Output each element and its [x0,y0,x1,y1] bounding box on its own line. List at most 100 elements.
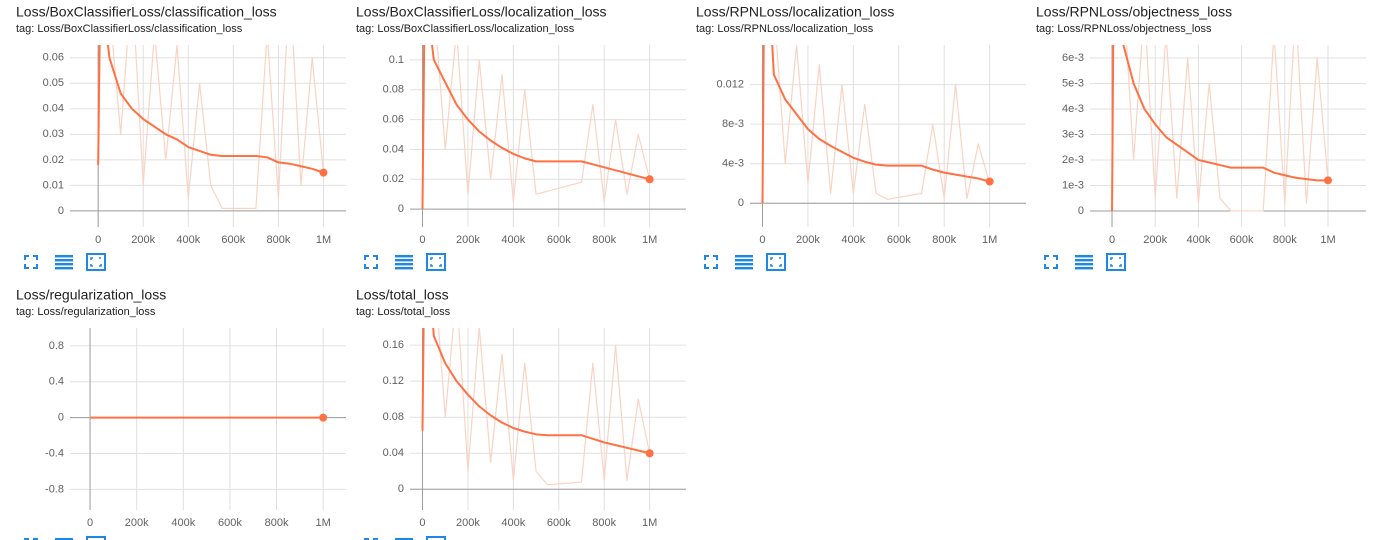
plot-area [421,45,651,210]
x-tick-label: 200k [456,234,480,246]
y-tick-label: 0 [738,197,744,209]
data-table-button[interactable] [55,255,73,270]
chart-tag: tag: Loss/RPNLoss/objectness_loss [1036,23,1212,35]
x-tick-label: 400k [176,234,200,246]
y-tick-label: 0.8 [49,340,64,352]
fit-domain-icon [766,253,786,271]
y-tick-label: -0.4 [45,447,64,459]
y-tick-label: 0.02 [43,154,64,166]
y-tick-label: 0 [398,483,404,495]
x-tick-label: 400k [501,517,525,529]
y-tick-label: 2e-3 [1062,154,1084,166]
x-tick-label: 400k [1186,234,1210,246]
fullscreen-button[interactable] [24,255,38,269]
y-tick-label: 0.04 [383,143,404,155]
x-tick-label: 0 [87,517,93,529]
data-table-icon [55,538,73,540]
y-tick-label: 3e-3 [1062,128,1084,140]
y-tick-label: 0.012 [716,78,744,90]
data-table-icon [395,263,413,266]
x-tick-label: 600k [887,234,911,246]
chart-title: Loss/total_loss [356,287,449,303]
x-tick-label: 800k [592,517,616,529]
fullscreen-button[interactable] [704,255,718,269]
data-table-button[interactable] [395,538,413,540]
series-line [421,328,651,486]
x-tick-label: 600k [218,517,242,529]
y-tick-label: 0.02 [383,173,404,185]
fit-domain-button[interactable] [86,253,106,271]
last-point [319,168,328,177]
data-table-button[interactable] [735,255,753,270]
y-tick-label: 0 [398,203,404,215]
data-table-icon [735,267,753,270]
data-table-icon [1075,255,1093,258]
series-line [421,328,650,455]
chart-panel: Loss/BoxClassifierLoss/classification_lo… [16,4,346,271]
fit-domain-icon [1110,257,1122,267]
fit-domain-icon [1106,253,1126,271]
x-tick-label: 800k [265,517,289,529]
data-table-button[interactable] [1075,255,1093,270]
series-line [97,45,325,209]
x-tick-label: 600k [547,517,571,529]
y-tick-label: -0.8 [45,483,64,495]
last-point [319,413,328,422]
fit-domain-button[interactable] [1106,253,1126,271]
y-tick-label: 4e-3 [1062,103,1084,115]
fullscreen-icon [704,255,718,269]
chart-tag: tag: Loss/RPNLoss/localization_loss [696,23,874,35]
y-tick-label: 8e-3 [722,118,744,130]
last-point [645,175,654,184]
x-tick-label: 200k [131,234,155,246]
data-table-button[interactable] [55,538,73,540]
fullscreen-button[interactable] [24,538,38,540]
series-line [421,45,651,210]
series-line [1111,45,1328,211]
chart-title: Loss/RPNLoss/localization_loss [696,4,894,20]
chart-tag: tag: Loss/BoxClassifierLoss/localization… [356,23,575,35]
x-tick-label: 800k [266,234,290,246]
x-tick-label: 1M [982,234,997,246]
data-table-icon [55,263,73,266]
fit-domain-button[interactable] [86,536,106,540]
y-tick-label: 5e-3 [1062,77,1084,89]
series-line [421,45,650,210]
x-tick-label: 1M [642,234,657,246]
last-point [645,449,654,458]
x-tick-label: 200k [1143,234,1167,246]
last-point [1323,176,1332,185]
series-line [761,45,990,204]
x-tick-label: 0 [95,234,101,246]
fit-domain-button[interactable] [426,253,446,271]
fit-domain-button[interactable] [426,536,446,540]
chart-title: Loss/BoxClassifierLoss/localization_loss [356,4,607,20]
fullscreen-icon [364,538,378,540]
data-table-icon [395,267,413,270]
plot-area [761,45,991,204]
x-tick-label: 800k [592,234,616,246]
y-tick-label: 0.06 [383,113,404,125]
fullscreen-button[interactable] [364,538,378,540]
fit-domain-button[interactable] [766,253,786,271]
fullscreen-button[interactable] [1044,255,1058,269]
y-tick-label: 0.4 [49,376,64,388]
y-tick-label: 4e-3 [722,158,744,170]
fit-domain-icon [426,536,446,540]
x-tick-label: 400k [171,517,195,529]
y-tick-label: 1e-3 [1062,179,1084,191]
chart-panel: Loss/regularization_loss tag: Loss/regula… [16,287,346,540]
chart-tag: tag: Loss/total_loss [356,306,451,318]
x-tick-label: 400k [841,234,865,246]
data-table-button[interactable] [395,255,413,270]
chart-title: Loss/RPNLoss/objectness_loss [1036,4,1232,20]
fullscreen-icon [24,538,38,540]
x-tick-label: 800k [932,234,956,246]
x-tick-label: 0 [759,234,765,246]
data-table-icon [1075,267,1093,270]
fit-domain-icon [86,253,106,271]
data-table-icon [55,255,73,258]
fullscreen-button[interactable] [364,255,378,269]
